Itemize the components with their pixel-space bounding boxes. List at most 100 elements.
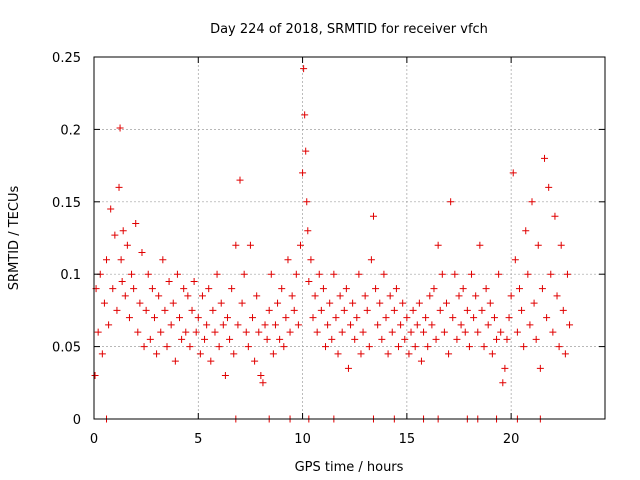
axis-ticks: [93, 56, 605, 420]
data-point: [409, 306, 417, 314]
data-point: [503, 335, 511, 343]
data-point: [365, 343, 373, 351]
grid-lines: [94, 57, 605, 419]
data-point: [545, 183, 553, 191]
data-point: [357, 350, 365, 358]
data-point: [130, 285, 138, 293]
data-point: [299, 169, 307, 177]
data-point: [134, 328, 142, 336]
data-point: [455, 292, 463, 300]
data-point: [171, 357, 179, 365]
data-point: [403, 314, 411, 322]
data-point: [144, 270, 152, 278]
data-point: [190, 277, 198, 285]
data-point: [413, 321, 421, 329]
data-point: [390, 306, 398, 314]
data-point: [148, 285, 156, 293]
x-tick-labels: 0 5 10 15 20: [90, 432, 520, 447]
data-point: [536, 364, 544, 372]
data-point: [182, 328, 190, 336]
data-point: [461, 328, 469, 336]
data-point: [426, 292, 434, 300]
data-point: [261, 321, 269, 329]
data-point: [401, 335, 409, 343]
data-point: [251, 357, 259, 365]
data-point: [238, 299, 246, 307]
data-point: [249, 314, 257, 322]
data-point: [113, 306, 121, 314]
data-point: [111, 231, 119, 239]
data-point: [207, 357, 215, 365]
data-point: [397, 321, 405, 329]
data-point: [150, 314, 158, 322]
data-point: [221, 372, 229, 380]
data-point: [372, 285, 380, 293]
data-point: [524, 270, 532, 278]
data-point: [434, 241, 442, 249]
data-point: [499, 379, 507, 387]
data-point: [269, 350, 277, 358]
data-point: [146, 335, 154, 343]
data-point: [555, 343, 563, 351]
data-point: [107, 205, 115, 213]
data-point: [303, 198, 311, 206]
data-point: [165, 277, 173, 285]
data-point: [557, 241, 565, 249]
data-point: [201, 335, 209, 343]
data-point: [236, 176, 244, 184]
data-point: [559, 306, 567, 314]
data-point: [347, 321, 355, 329]
data-point: [513, 328, 521, 336]
data-point: [322, 343, 330, 351]
data-point: [167, 321, 175, 329]
data-point: [376, 299, 384, 307]
data-point: [255, 328, 263, 336]
data-point: [304, 227, 312, 235]
data-point: [447, 198, 455, 206]
data-point: [442, 299, 450, 307]
data-point: [230, 350, 238, 358]
data-point: [378, 335, 386, 343]
data-point: [336, 292, 344, 300]
data-point: [515, 285, 523, 293]
y-tick-label: 0.1: [60, 268, 81, 283]
x-tick-label: 5: [194, 432, 202, 447]
data-point: [136, 299, 144, 307]
data-point: [380, 270, 388, 278]
data-point: [511, 256, 519, 264]
data-point: [359, 328, 367, 336]
data-point: [353, 314, 361, 322]
data-point: [388, 328, 396, 336]
data-point: [209, 306, 217, 314]
data-point: [541, 154, 549, 162]
data-point: [367, 256, 375, 264]
data-point: [399, 299, 407, 307]
data-point: [453, 335, 461, 343]
data-point: [486, 299, 494, 307]
data-point: [436, 306, 444, 314]
y-tick-label: 0.25: [52, 51, 81, 66]
data-point: [351, 335, 359, 343]
data-point: [228, 285, 236, 293]
data-point: [411, 343, 419, 351]
data-point: [311, 292, 319, 300]
data-point: [319, 285, 327, 293]
data-point: [534, 241, 542, 249]
data-point: [449, 314, 457, 322]
data-point: [163, 343, 171, 351]
data-point: [290, 306, 298, 314]
data-point: [246, 241, 254, 249]
data-point: [468, 270, 476, 278]
data-point: [501, 364, 509, 372]
data-point: [509, 169, 517, 177]
y-tick-label: 0.15: [52, 196, 81, 211]
data-point: [109, 285, 117, 293]
data-point: [470, 314, 478, 322]
data-point: [465, 343, 473, 351]
data-point: [292, 270, 300, 278]
y-axis-title: SRMTID / TECUs: [7, 186, 22, 291]
x-tick-label: 15: [399, 432, 416, 447]
data-point: [520, 343, 528, 351]
data-point: [392, 285, 400, 293]
data-point: [286, 328, 294, 336]
